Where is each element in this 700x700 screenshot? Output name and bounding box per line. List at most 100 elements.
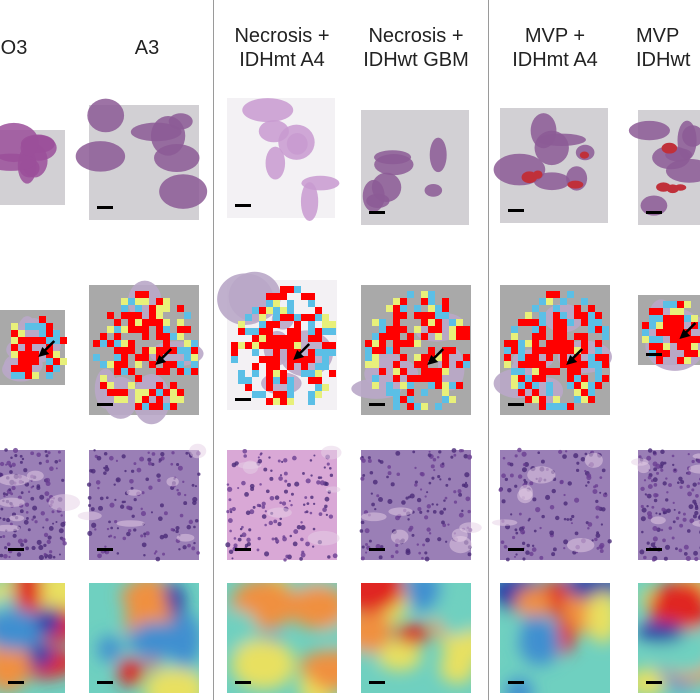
attention-cell (400, 298, 407, 305)
nucleus (273, 519, 278, 524)
nucleus (513, 555, 517, 558)
nucleus (182, 545, 187, 550)
attention-cell (25, 344, 32, 351)
attention-cell (273, 391, 280, 398)
nucleus (694, 510, 699, 516)
column-header-o3: O3 (0, 36, 34, 60)
nucleus (93, 449, 96, 452)
attention-cell (135, 305, 142, 312)
attention-cell (393, 389, 400, 396)
nucleus (395, 450, 401, 456)
nucleus (653, 492, 658, 498)
attention-cell (163, 361, 170, 368)
nucleus (559, 480, 564, 485)
tissue-region (75, 141, 126, 172)
nucleus (593, 485, 596, 489)
nucleus (460, 449, 464, 453)
attention-cell (301, 363, 308, 370)
attention-cell (656, 357, 663, 364)
attention-cell (32, 351, 39, 358)
attention-cell (602, 361, 609, 368)
attention-cell (329, 370, 336, 377)
attention-cell (60, 337, 67, 344)
nucleus (691, 459, 695, 464)
attention-cell (184, 326, 191, 333)
nucleus (552, 547, 557, 552)
attention-cell (407, 375, 414, 382)
stroma-patch (566, 538, 595, 553)
tissue-region (374, 154, 414, 176)
attention-cell (663, 343, 670, 350)
nucleus (401, 500, 406, 505)
attention-cell (656, 322, 663, 329)
nucleus (646, 504, 649, 508)
nucleus (197, 472, 201, 476)
nucleus (431, 503, 434, 506)
attention-cell (567, 291, 574, 298)
nucleus (675, 547, 678, 551)
attention-cell (449, 396, 456, 403)
nucleus (257, 456, 260, 459)
attention-cell (602, 326, 609, 333)
nucleus (640, 486, 645, 492)
nucleus (387, 499, 393, 505)
nucleus (282, 535, 286, 539)
attention-cell (393, 312, 400, 319)
nucleus (463, 483, 469, 488)
attention-cell (421, 375, 428, 382)
attention-cell (435, 326, 442, 333)
heatmap-blob (441, 628, 471, 663)
tissue-region (640, 195, 668, 216)
nucleus (31, 518, 34, 521)
nucleus (531, 544, 535, 548)
attention-cell (11, 337, 18, 344)
nucleus (300, 552, 306, 558)
attention-cell (135, 319, 142, 326)
attention-cell (532, 368, 539, 375)
nucleus (539, 526, 542, 530)
nucleus (514, 484, 518, 488)
column-header-mvp-a4: MVP + IDHmt A4 (500, 24, 610, 72)
column-header-necrosis-gbm: Necrosis + IDHwt GBM (354, 24, 478, 72)
attention-cell (574, 347, 581, 354)
nucleus (306, 502, 310, 506)
nucleus (426, 504, 432, 509)
nucleus (129, 478, 134, 484)
attention-cell (287, 314, 294, 321)
nucleus (515, 553, 518, 556)
heatmap-blob (403, 583, 442, 611)
stroma-patch (650, 516, 666, 525)
attention-cell (574, 396, 581, 403)
attention-cell (435, 354, 442, 361)
attention-cell (156, 368, 163, 375)
group-divider-left (213, 0, 214, 700)
nucleus (517, 474, 523, 479)
nucleus (502, 456, 506, 460)
attention-cell (121, 354, 128, 361)
nucleus (599, 476, 603, 479)
heatmap-blob (13, 583, 43, 617)
attention-cell (588, 326, 595, 333)
nucleus (42, 526, 45, 529)
nucleus (587, 480, 590, 484)
attention-cell (46, 337, 53, 344)
arrow-head (38, 347, 50, 357)
attention-cell (511, 340, 518, 347)
nucleus (277, 459, 281, 463)
attention-cell (128, 340, 135, 347)
attention-cell (393, 375, 400, 382)
nucleus (318, 512, 323, 516)
nucleus (3, 553, 8, 559)
stroma-patch (166, 476, 179, 487)
nucleus (227, 486, 233, 492)
attention-cell (642, 336, 649, 343)
attention-cell (238, 342, 245, 349)
header-line-1: Necrosis + (368, 25, 464, 47)
attention-cell (393, 403, 400, 410)
tile-he (491, 447, 612, 562)
nucleus (322, 507, 327, 513)
nucleus (643, 479, 647, 482)
attention-cell (595, 382, 602, 389)
header-line-2: IDHwt GBM (363, 49, 469, 71)
attention-cell (315, 349, 322, 356)
